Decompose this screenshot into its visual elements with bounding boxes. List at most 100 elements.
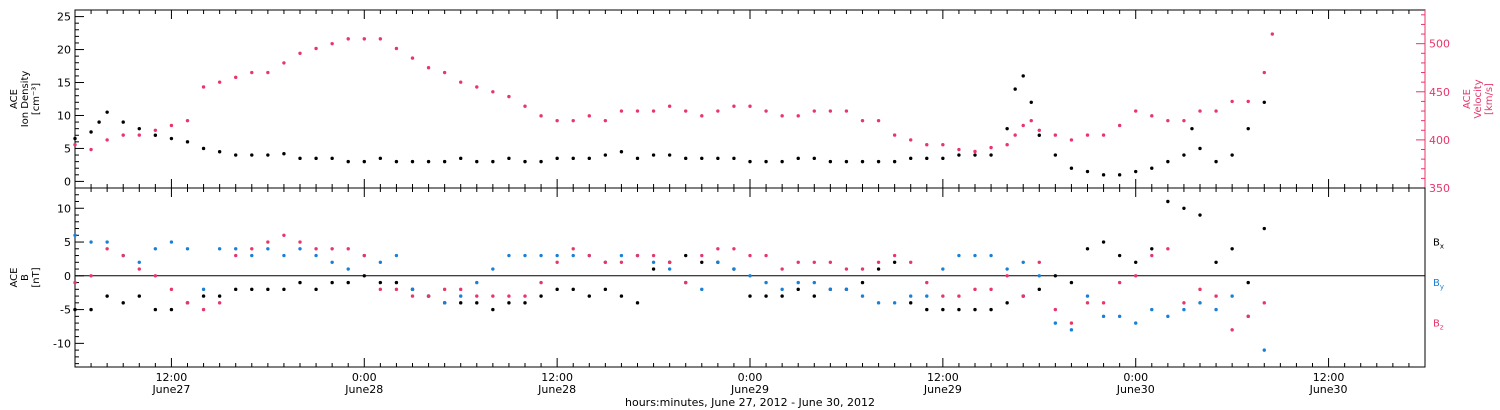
velocity-point <box>491 90 495 94</box>
density-point <box>587 156 591 161</box>
by-point <box>1198 301 1202 305</box>
x-tick-date-label: June27 <box>151 383 190 396</box>
by-point <box>201 287 206 292</box>
x-tick-date-label: June29 <box>730 383 769 396</box>
bz-point <box>1053 307 1058 312</box>
x-tick-time-label: 0:00 <box>1123 371 1148 384</box>
by-point <box>410 287 415 292</box>
density-point <box>748 159 752 164</box>
by-point <box>169 240 174 244</box>
bz-point <box>828 260 833 265</box>
by-point <box>1021 260 1025 265</box>
bx-point <box>362 274 366 278</box>
bx-point <box>169 307 174 312</box>
bx-point <box>314 287 318 292</box>
density-point <box>909 156 913 161</box>
density-point <box>876 159 881 164</box>
velocity-point <box>89 147 93 152</box>
density-point <box>989 153 993 157</box>
velocity-point <box>860 118 865 123</box>
bz-point <box>1246 314 1250 319</box>
velocity-point <box>475 85 479 89</box>
density-tick-label: 25 <box>57 11 71 24</box>
by-point <box>378 260 383 265</box>
bx-point <box>587 294 591 298</box>
bz-point <box>539 280 543 285</box>
velocity-point <box>635 109 640 113</box>
density-point <box>137 126 141 131</box>
by-point <box>1037 274 1041 278</box>
by-point <box>957 253 961 258</box>
legend-subscript: z <box>1440 323 1444 331</box>
velocity-point <box>1182 118 1186 123</box>
bx-point <box>973 307 977 312</box>
velocity-point <box>700 114 704 118</box>
velocity-tick-label: 500 <box>1429 38 1450 51</box>
bx-point <box>217 294 222 298</box>
velocity-point <box>330 41 334 46</box>
density-point <box>651 153 656 157</box>
density-point <box>1101 173 1106 177</box>
by-point <box>748 274 752 278</box>
bx-point <box>330 280 334 285</box>
by-point <box>555 253 559 258</box>
density-axis-title: ACE Ion Density [cm⁻³] <box>9 71 42 128</box>
velocity-point <box>716 109 720 113</box>
velocity-point <box>603 118 608 123</box>
density-point <box>555 156 559 161</box>
density-point <box>1230 153 1234 157</box>
by-point <box>394 253 399 258</box>
bx-point <box>1246 280 1250 285</box>
density-point <box>1214 159 1218 164</box>
velocity-point <box>571 118 575 123</box>
density-point <box>716 156 720 161</box>
velocity-point <box>1013 133 1017 137</box>
density-point <box>121 120 125 124</box>
density-point <box>667 153 672 157</box>
bx-point <box>764 294 768 298</box>
bx-point <box>89 307 93 312</box>
bx-point <box>73 307 77 312</box>
density-point <box>1029 100 1033 104</box>
velocity-axis-title-line: [km/s] <box>1484 83 1495 115</box>
by-point <box>909 294 913 298</box>
density-point <box>941 156 945 161</box>
by-point <box>1134 321 1138 325</box>
density-point <box>330 156 334 161</box>
velocity-point <box>378 37 383 41</box>
density-point <box>892 159 897 164</box>
bz-point <box>507 294 511 298</box>
by-point <box>491 267 495 271</box>
x-tick-date-label: June29 <box>923 383 962 396</box>
density-point <box>89 130 93 134</box>
velocity-point <box>925 143 929 147</box>
velocity-point <box>394 46 399 51</box>
by-point <box>925 294 929 298</box>
velocity-point <box>426 66 431 70</box>
density-point <box>1117 173 1122 177</box>
velocity-point <box>1037 128 1041 132</box>
density-point <box>957 153 961 157</box>
bfield-tick-label: -5 <box>60 304 71 317</box>
density-point <box>266 153 270 157</box>
by-point <box>716 260 720 265</box>
velocity-point <box>1270 32 1275 36</box>
bz-point <box>555 260 559 265</box>
bz-point <box>651 253 656 258</box>
bx-point <box>121 301 125 305</box>
bz-point <box>217 301 222 305</box>
density-point <box>1166 159 1170 164</box>
bx-point <box>1053 274 1058 278</box>
bx-point <box>1150 247 1154 251</box>
bz-point <box>330 247 334 251</box>
by-point <box>298 247 302 251</box>
velocity-point <box>137 133 141 137</box>
by-point <box>282 253 286 258</box>
velocity-point <box>1117 123 1122 128</box>
bz-point <box>394 287 399 292</box>
by-point <box>1005 267 1009 271</box>
by-point <box>330 260 334 265</box>
